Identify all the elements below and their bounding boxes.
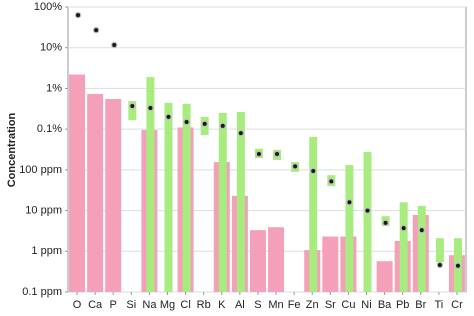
point: [400, 224, 407, 232]
range-bar: [309, 136, 318, 292]
y-tick-label: 0.1%: [37, 123, 62, 135]
x-tick-label: Cu: [341, 299, 355, 311]
point: [74, 11, 82, 19]
x-tick-label: O: [73, 299, 82, 311]
x-tick-label: Si: [126, 299, 136, 311]
point: [346, 199, 353, 206]
bar: [87, 93, 104, 292]
point: [111, 41, 118, 49]
range-bar: [182, 103, 191, 293]
x-tick-label: Fe: [288, 299, 301, 311]
x-tick-label: Ba: [378, 299, 392, 311]
point: [310, 167, 317, 175]
point: [273, 150, 281, 158]
y-tick-label: 1%: [46, 82, 62, 94]
x-tick-label: Zn: [306, 299, 319, 311]
bar: [376, 261, 393, 292]
bar: [249, 230, 266, 292]
range-bar: [435, 238, 444, 263]
point: [92, 26, 100, 34]
y-tick-label: 1 ppm: [31, 245, 62, 257]
point: [364, 207, 371, 214]
range-bar: [218, 112, 227, 293]
point: [382, 219, 389, 227]
x-tick-label: Rb: [197, 299, 211, 311]
y-tick-label: 10%: [40, 42, 62, 54]
range-bar: [399, 202, 408, 292]
x-tick-label: Ni: [361, 299, 371, 311]
point: [183, 118, 190, 126]
range-bar: [363, 151, 372, 292]
point: [328, 178, 335, 185]
range-bar: [236, 111, 245, 292]
x-tick-label: Al: [235, 299, 245, 311]
bar: [268, 227, 285, 292]
point: [454, 262, 462, 270]
point: [418, 226, 425, 234]
x-tick-label: Cl: [180, 299, 190, 311]
x-tick-label: P: [110, 299, 117, 311]
y-tick-label: 100 ppm: [19, 164, 62, 176]
x-tick-label: Sr: [325, 299, 336, 311]
bar: [322, 236, 339, 292]
x-tick-label: Ca: [88, 299, 103, 311]
x-tick-label: Pb: [396, 299, 409, 311]
range-bar: [417, 205, 426, 292]
x-tick-label: Na: [142, 299, 157, 311]
range-bar: [164, 102, 173, 292]
point: [165, 113, 172, 121]
bar: [105, 98, 122, 293]
y-axis-title: Concentration: [6, 112, 18, 187]
point: [201, 120, 208, 128]
y-tick-label: 0.1 ppm: [22, 286, 62, 298]
x-tick-label: Cr: [451, 299, 463, 311]
y-tick-label: 10 ppm: [25, 204, 62, 216]
point: [129, 102, 136, 110]
point: [436, 261, 444, 269]
x-tick-label: Mn: [268, 299, 283, 311]
range-bar: [345, 165, 354, 292]
y-tick-label: 100%: [34, 1, 62, 13]
x-tick-label: Mg: [160, 299, 175, 311]
x-tick-label: S: [254, 299, 261, 311]
point: [219, 122, 226, 130]
x-tick-label: Ti: [434, 299, 443, 311]
range-bar: [146, 77, 155, 292]
point: [237, 129, 245, 137]
x-tick-label: Br: [415, 299, 426, 311]
point: [147, 104, 154, 112]
x-tick-label: K: [218, 299, 226, 311]
point: [255, 150, 263, 158]
point: [291, 163, 299, 170]
bar: [69, 74, 86, 292]
range-bar: [128, 101, 137, 121]
